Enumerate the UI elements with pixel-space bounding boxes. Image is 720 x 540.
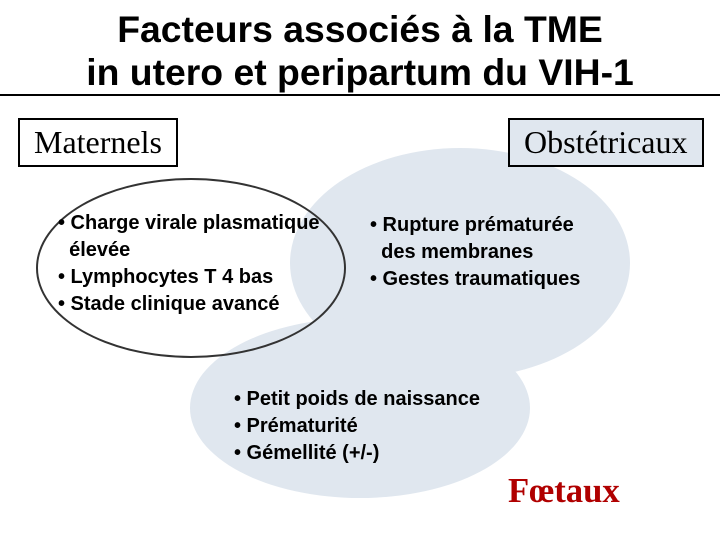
slide: Facteurs associés à la TME in utero et p… bbox=[0, 0, 720, 540]
slide-title: Facteurs associés à la TME in utero et p… bbox=[0, 8, 720, 94]
bullet-item: • Gémellité (+/-) bbox=[234, 440, 480, 467]
bullets-maternels: • Charge virale plasmatique élevée • Lym… bbox=[58, 210, 320, 318]
bullets-obstetricaux: • Rupture prématurée des membranes • Ges… bbox=[370, 212, 580, 293]
category-foetaux: Fœtaux bbox=[508, 472, 620, 511]
bullet-item: • Lymphocytes T 4 bas bbox=[58, 264, 320, 291]
title-line-2: in utero et peripartum du VIH-1 bbox=[0, 51, 720, 94]
title-underline bbox=[0, 94, 720, 96]
category-obstetricaux-label: Obstétricaux bbox=[524, 124, 688, 160]
bullet-item: • Gestes traumatiques bbox=[370, 266, 580, 293]
bullet-item: • Stade clinique avancé bbox=[58, 291, 320, 318]
category-obstetricaux: Obstétricaux bbox=[508, 118, 704, 167]
bullet-item: des membranes bbox=[370, 239, 580, 266]
bullet-item: • Prématurité bbox=[234, 413, 480, 440]
bullet-item: • Rupture prématurée bbox=[370, 212, 580, 239]
bullet-item: élevée bbox=[58, 237, 320, 264]
bullet-item: • Charge virale plasmatique bbox=[58, 210, 320, 237]
category-maternels-label: Maternels bbox=[34, 124, 162, 160]
bullets-foetaux: • Petit poids de naissance • Prématurité… bbox=[234, 386, 480, 467]
category-maternels: Maternels bbox=[18, 118, 178, 167]
category-foetaux-label: Fœtaux bbox=[508, 472, 620, 510]
title-line-1: Facteurs associés à la TME bbox=[0, 8, 720, 51]
bullet-item: • Petit poids de naissance bbox=[234, 386, 480, 413]
